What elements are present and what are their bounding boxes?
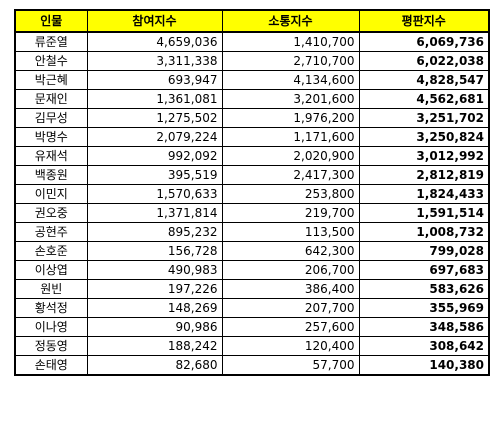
participation-index-cell: 82,680 — [86, 355, 223, 376]
person-name-cell: 정동영 — [14, 336, 88, 356]
person-name-cell: 류준열 — [14, 31, 88, 52]
table-row: 정동영 188,242 120,400 308,642 — [14, 336, 490, 356]
reputation-index-cell: 1,591,514 — [358, 203, 490, 223]
table-row: 류준열 4,659,036 1,410,700 6,069,736 — [14, 31, 490, 52]
communication-index-cell: 4,134,600 — [221, 70, 360, 90]
communication-index-cell: 642,300 — [221, 241, 360, 261]
participation-index-cell: 895,232 — [86, 222, 223, 242]
person-name-cell: 백종원 — [14, 165, 88, 185]
communication-index-cell: 253,800 — [221, 184, 360, 204]
participation-index-cell: 4,659,036 — [86, 31, 223, 52]
table-row: 이상엽 490,983 206,700 697,683 — [14, 260, 490, 280]
reputation-index-cell: 1,008,732 — [358, 222, 490, 242]
participation-index-cell: 3,311,338 — [86, 51, 223, 71]
header-communication-index: 소통지수 — [221, 9, 360, 33]
communication-index-cell: 113,500 — [221, 222, 360, 242]
table-row: 유재석 992,092 2,020,900 3,012,992 — [14, 146, 490, 166]
person-name-cell: 박명수 — [14, 127, 88, 147]
participation-index-cell: 1,361,081 — [86, 89, 223, 109]
reputation-index-cell: 583,626 — [358, 279, 490, 299]
header-person: 인물 — [14, 9, 88, 33]
table-row: 박근혜 693,947 4,134,600 4,828,547 — [14, 70, 490, 90]
reputation-table: 인물 참여지수 소통지수 평판지수 류준열 4,659,036 1,410,700 6… — [14, 9, 490, 376]
table-row: 이나영 90,986 257,600 348,586 — [14, 317, 490, 337]
reputation-index-cell: 799,028 — [358, 241, 490, 261]
header-participation-index: 참여지수 — [86, 9, 223, 33]
participation-index-cell: 188,242 — [86, 336, 223, 356]
header-row: 인물 참여지수 소통지수 평판지수 — [14, 9, 490, 33]
communication-index-cell: 207,700 — [221, 298, 360, 318]
person-name-cell: 손호준 — [14, 241, 88, 261]
communication-index-cell: 2,710,700 — [221, 51, 360, 71]
person-name-cell: 이민지 — [14, 184, 88, 204]
participation-index-cell: 156,728 — [86, 241, 223, 261]
participation-index-cell: 1,570,633 — [86, 184, 223, 204]
person-name-cell: 손태영 — [14, 355, 88, 376]
communication-index-cell: 57,700 — [221, 355, 360, 376]
communication-index-cell: 120,400 — [221, 336, 360, 356]
reputation-index-cell: 4,828,547 — [358, 70, 490, 90]
table-row: 문재인 1,361,081 3,201,600 4,562,681 — [14, 89, 490, 109]
participation-index-cell: 2,079,224 — [86, 127, 223, 147]
table-row: 황석정 148,269 207,700 355,969 — [14, 298, 490, 318]
communication-index-cell: 386,400 — [221, 279, 360, 299]
participation-index-cell: 992,092 — [86, 146, 223, 166]
participation-index-cell: 1,371,814 — [86, 203, 223, 223]
table-row: 손호준 156,728 642,300 799,028 — [14, 241, 490, 261]
reputation-index-cell: 3,012,992 — [358, 146, 490, 166]
communication-index-cell: 2,417,300 — [221, 165, 360, 185]
participation-index-cell: 197,226 — [86, 279, 223, 299]
person-name-cell: 권오중 — [14, 203, 88, 223]
communication-index-cell: 3,201,600 — [221, 89, 360, 109]
header-reputation-index: 평판지수 — [358, 9, 490, 33]
reputation-index-cell: 697,683 — [358, 260, 490, 280]
person-name-cell: 문재인 — [14, 89, 88, 109]
reputation-table-sheet: 인물 참여지수 소통지수 평판지수 류준열 4,659,036 1,410,700 6… — [14, 9, 490, 376]
reputation-index-cell: 308,642 — [358, 336, 490, 356]
person-name-cell: 유재석 — [14, 146, 88, 166]
reputation-index-cell: 1,824,433 — [358, 184, 490, 204]
reputation-index-cell: 3,251,702 — [358, 108, 490, 128]
person-name-cell: 원빈 — [14, 279, 88, 299]
table-row: 백종원 395,519 2,417,300 2,812,819 — [14, 165, 490, 185]
communication-index-cell: 1,171,600 — [221, 127, 360, 147]
reputation-index-cell: 6,022,038 — [358, 51, 490, 71]
communication-index-cell: 257,600 — [221, 317, 360, 337]
communication-index-cell: 1,410,700 — [221, 31, 360, 52]
table-row: 김무성 1,275,502 1,976,200 3,251,702 — [14, 108, 490, 128]
person-name-cell: 이나영 — [14, 317, 88, 337]
participation-index-cell: 395,519 — [86, 165, 223, 185]
person-name-cell: 이상엽 — [14, 260, 88, 280]
reputation-index-cell: 6,069,736 — [358, 31, 490, 52]
reputation-index-cell: 140,380 — [358, 355, 490, 376]
table-row: 권오중 1,371,814 219,700 1,591,514 — [14, 203, 490, 223]
participation-index-cell: 490,983 — [86, 260, 223, 280]
participation-index-cell: 693,947 — [86, 70, 223, 90]
table-row: 이민지 1,570,633 253,800 1,824,433 — [14, 184, 490, 204]
participation-index-cell: 1,275,502 — [86, 108, 223, 128]
reputation-index-cell: 355,969 — [358, 298, 490, 318]
communication-index-cell: 2,020,900 — [221, 146, 360, 166]
table-row: 공현주 895,232 113,500 1,008,732 — [14, 222, 490, 242]
person-name-cell: 안철수 — [14, 51, 88, 71]
person-name-cell: 박근혜 — [14, 70, 88, 90]
reputation-index-cell: 2,812,819 — [358, 165, 490, 185]
table-row: 원빈 197,226 386,400 583,626 — [14, 279, 490, 299]
reputation-index-cell: 3,250,824 — [358, 127, 490, 147]
table-body: 류준열 4,659,036 1,410,700 6,069,736 안철수 3,311,3… — [14, 31, 490, 376]
reputation-index-cell: 4,562,681 — [358, 89, 490, 109]
participation-index-cell: 148,269 — [86, 298, 223, 318]
communication-index-cell: 1,976,200 — [221, 108, 360, 128]
communication-index-cell: 206,700 — [221, 260, 360, 280]
reputation-index-cell: 348,586 — [358, 317, 490, 337]
person-name-cell: 김무성 — [14, 108, 88, 128]
person-name-cell: 황석정 — [14, 298, 88, 318]
communication-index-cell: 219,700 — [221, 203, 360, 223]
person-name-cell: 공현주 — [14, 222, 88, 242]
participation-index-cell: 90,986 — [86, 317, 223, 337]
table-row: 안철수 3,311,338 2,710,700 6,022,038 — [14, 51, 490, 71]
table-row: 박명수 2,079,224 1,171,600 3,250,824 — [14, 127, 490, 147]
table-row: 손태영 82,680 57,700 140,380 — [14, 355, 490, 376]
